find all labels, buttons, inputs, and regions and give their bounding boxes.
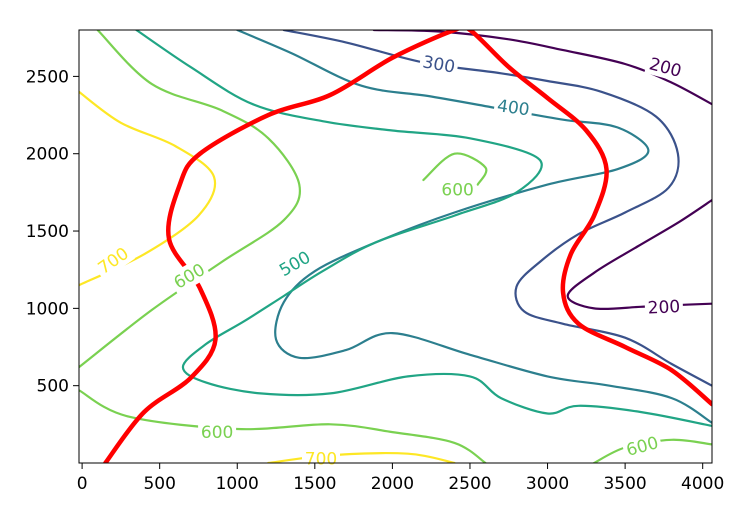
contour-label-200: 200 xyxy=(647,297,680,319)
path-layer xyxy=(103,30,712,463)
contour-label-400: 400 xyxy=(496,96,531,120)
contour-label-gap xyxy=(493,93,534,121)
contour-label-group-6: 600 xyxy=(438,178,477,201)
y-axis: 500 1000 1500 2000 2500 xyxy=(26,67,79,397)
y-tick-label: 2000 xyxy=(26,145,69,165)
y-tick-label: 500 xyxy=(37,377,69,397)
x-tick-label: 0 xyxy=(77,474,88,494)
x-tick-label: 1500 xyxy=(293,474,336,494)
x-tick-label: 3500 xyxy=(603,474,646,494)
contour-label-gap xyxy=(644,294,684,319)
x-tick-label: 3000 xyxy=(526,474,569,494)
contour-label-group-3: 400 xyxy=(493,93,534,121)
contour-layer xyxy=(79,30,712,463)
y-tick-label: 1500 xyxy=(26,222,69,242)
x-tick-label: 4000 xyxy=(681,474,724,494)
red-path-line xyxy=(103,30,712,463)
contour-line-500-0 xyxy=(135,30,712,427)
contour-label-gap xyxy=(198,421,237,444)
x-tick-label: 1000 xyxy=(216,474,259,494)
contour-label-gap xyxy=(167,256,212,295)
x-tick-label: 500 xyxy=(143,474,175,494)
contour-line-600-2 xyxy=(422,152,488,186)
contour-line-600-0 xyxy=(79,30,302,369)
x-tick-label: 2000 xyxy=(371,474,414,494)
contour-label-group-2: 300 xyxy=(418,49,460,79)
contour-label-700: 700 xyxy=(305,449,337,469)
contour-label-600: 600 xyxy=(441,180,473,200)
contour-label-gap xyxy=(418,49,460,79)
x-axis: 0 500 1000 1500 2000 2500 3000 3500 4000 xyxy=(77,463,724,494)
contour-label-gap xyxy=(644,51,687,83)
contour-label-group-10: 700 xyxy=(302,447,340,470)
contour-label-group-0: 200 xyxy=(644,51,687,83)
contour-label-gap xyxy=(91,240,135,281)
contour-label-group-1: 200 xyxy=(644,294,684,319)
contour-line-300-0 xyxy=(282,30,712,387)
y-tick-label: 2500 xyxy=(26,67,69,87)
contour-label-gap xyxy=(302,447,340,470)
contour-label-gap xyxy=(272,244,317,283)
contour-line-700-0 xyxy=(79,90,217,287)
x-tick-label: 2500 xyxy=(448,474,491,494)
contour-label-group-7: 600 xyxy=(198,421,237,444)
y-tick-label: 1000 xyxy=(26,299,69,319)
contour-line-600-1 xyxy=(79,389,487,463)
plot-frame xyxy=(78,29,713,464)
contour-label-600: 600 xyxy=(201,423,233,443)
contour-line-700-1 xyxy=(267,452,456,463)
contour-label-gap xyxy=(621,430,664,462)
contour-line-200-0 xyxy=(372,30,712,106)
contour-label-gap xyxy=(438,178,477,201)
